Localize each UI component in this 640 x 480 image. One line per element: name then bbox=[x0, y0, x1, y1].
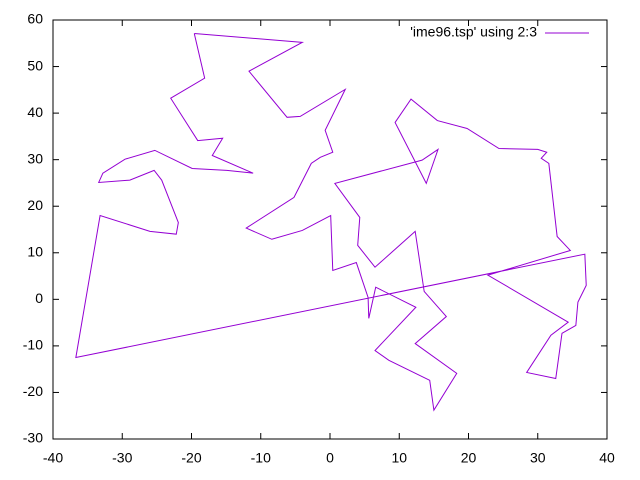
x-tick-label: 20 bbox=[461, 450, 477, 466]
x-tick-label: 30 bbox=[530, 450, 546, 466]
legend-label: 'ime96.tsp' using 2:3 bbox=[410, 24, 537, 40]
y-tick-label: 20 bbox=[27, 197, 43, 213]
y-tick-label: 40 bbox=[27, 104, 43, 120]
plot-frame bbox=[52, 19, 608, 440]
y-tick-label: -10 bbox=[23, 337, 43, 353]
x-tick-label: 40 bbox=[599, 450, 615, 466]
x-tick-label: -10 bbox=[251, 450, 271, 466]
x-tick-label: -20 bbox=[181, 450, 201, 466]
tour-line bbox=[75, 33, 587, 412]
x-tick-label: -30 bbox=[112, 450, 132, 466]
x-tick-label: -40 bbox=[43, 450, 63, 466]
y-tick-label: 30 bbox=[27, 150, 43, 166]
y-tick-label: 60 bbox=[27, 11, 43, 27]
y-tick-label: -20 bbox=[23, 383, 43, 399]
x-tick-label: 10 bbox=[391, 450, 407, 466]
x-tick-label: 0 bbox=[326, 450, 334, 466]
y-tick-label: 0 bbox=[35, 290, 43, 306]
y-tick-label: 50 bbox=[27, 57, 43, 73]
y-tick-label: -30 bbox=[23, 430, 43, 446]
y-tick-label: 10 bbox=[27, 243, 43, 259]
